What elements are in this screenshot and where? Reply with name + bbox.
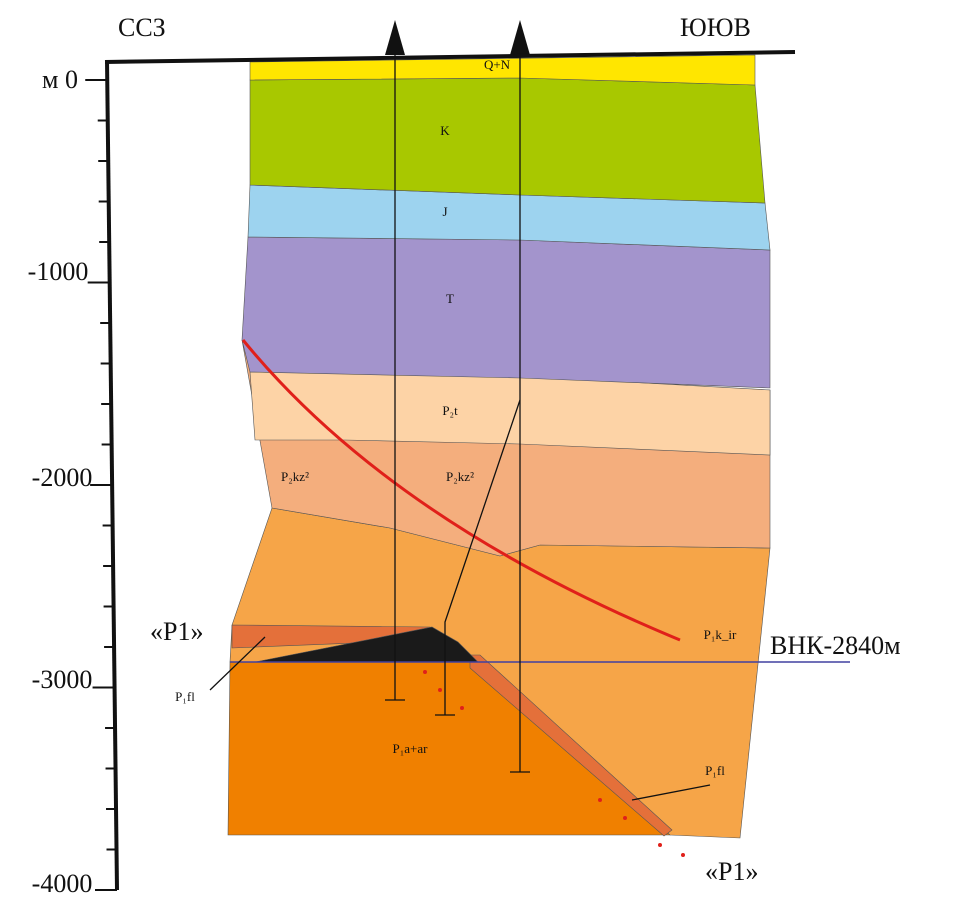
layer-label: Q+N: [484, 57, 511, 72]
layers: [227, 54, 771, 839]
depth-tick-label: -2000: [32, 463, 93, 492]
layer-qn: [249, 54, 756, 86]
layer-label: P₁fl: [175, 689, 195, 704]
direction-left: ССЗ: [118, 13, 166, 42]
layer-k: [249, 77, 766, 204]
surface-line: [104, 50, 796, 64]
layer-label: P₁a+ar: [393, 741, 429, 756]
depth-tick-label: -4000: [32, 869, 93, 898]
layer-label: T: [446, 291, 454, 306]
well-arrow: [385, 20, 405, 55]
direction-right: ЮЮВ: [680, 13, 751, 42]
layer-label: P₁fl: [705, 763, 725, 778]
axis-ticks: [85, 79, 117, 891]
annotation: «P1»: [150, 617, 203, 646]
layer-label: P₁k_ir: [704, 627, 737, 642]
layer-label: J: [442, 204, 447, 219]
annotation: ВНК-2840м: [770, 631, 901, 660]
wells: [209, 45, 711, 801]
depth-tick-label: -1000: [28, 257, 89, 286]
fault-dots: [423, 670, 685, 857]
fault-line: [241, 339, 681, 642]
layer-label: P₂kz²: [446, 469, 474, 484]
depth-axis: [105, 59, 119, 891]
depth-tick-label: -3000: [32, 665, 93, 694]
annotation: «P1»: [705, 857, 758, 886]
well-arrow: [510, 20, 530, 55]
layer-label: P₂t: [442, 403, 458, 418]
layer-label: P₂kz²: [281, 469, 309, 484]
layer-label: K: [440, 123, 450, 138]
layer-t: [241, 236, 771, 389]
depth-tick-label: м 0: [42, 65, 78, 94]
